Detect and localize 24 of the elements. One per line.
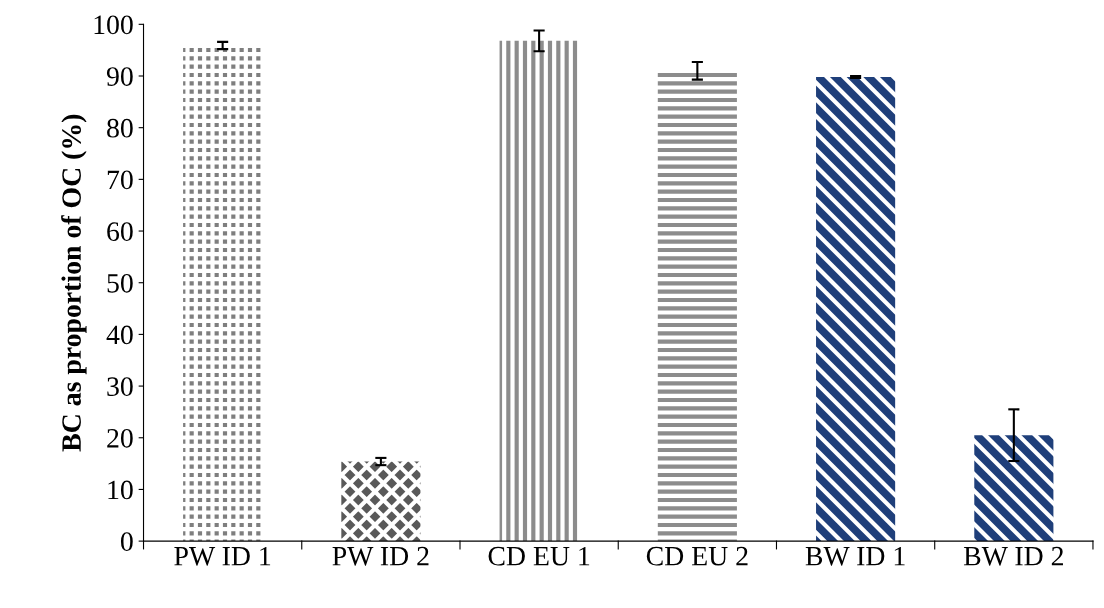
y-tick-label: 40 (106, 325, 133, 345)
y-tick-label: 90 (106, 67, 133, 86)
x-tick-label: PW ID 1 (174, 546, 271, 566)
bar (974, 435, 1054, 542)
y-tick-label: 50 (107, 273, 133, 293)
x-tick-label: PW ID 2 (332, 546, 429, 566)
y-tick-label: 70 (107, 170, 133, 190)
bar (341, 461, 421, 542)
y-axis-title: BC as proportion of OC (%) (61, 114, 87, 452)
bar (657, 70, 737, 542)
y-tick-label: 80 (107, 118, 133, 138)
bar (816, 77, 896, 542)
bar (499, 40, 579, 542)
y-tick-label: 30 (107, 377, 133, 396)
y-tick-label: 100 (94, 15, 133, 35)
x-tick-label: BW ID 1 (805, 546, 905, 566)
y-tick-label: 60 (107, 222, 133, 241)
y-tick-label: 0 (120, 532, 133, 552)
y-tick-label: 20 (107, 428, 133, 448)
x-tick-label: CD EU 1 (488, 546, 590, 566)
x-tick-label: BW ID 2 (963, 546, 1063, 566)
bar (183, 45, 263, 542)
x-tick-label: CD EU 2 (646, 546, 748, 566)
y-tick-label: 10 (108, 480, 133, 500)
